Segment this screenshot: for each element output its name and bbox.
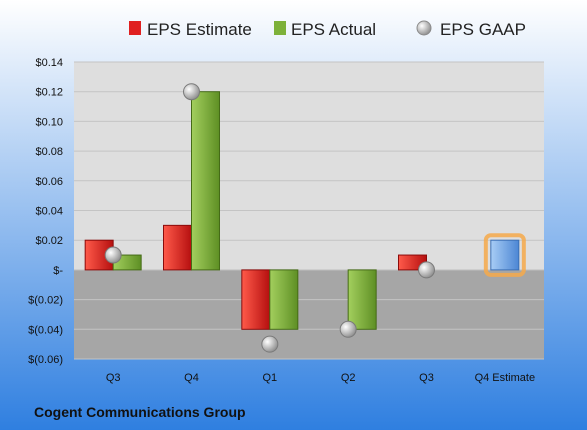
y-tick-label: $0.06 (35, 176, 63, 188)
bar-eps-actual (191, 91, 220, 271)
company-name: Cogent Communications Group (34, 404, 246, 420)
plot-area-negative (74, 269, 544, 359)
y-tick-label: $0.02 (35, 235, 63, 247)
y-tick-label: $(0.02) (28, 295, 63, 307)
point-eps-gaap (339, 320, 357, 338)
legend: EPS Estimate EPS Actual EPS GAAP (129, 20, 526, 39)
x-tick-label: Q4 (184, 372, 199, 384)
x-tick-label: Q3 (419, 372, 434, 384)
bar-eps-actual (269, 269, 299, 330)
legend-swatch-gaap (416, 20, 432, 36)
legend-label-actual: EPS Actual (291, 20, 376, 39)
x-tick-label: Q1 (262, 372, 277, 384)
legend-swatch-actual (274, 21, 286, 35)
point-eps-gaap (104, 246, 122, 264)
x-tick-label: Q2 (341, 372, 356, 384)
legend-swatch-estimate (129, 21, 141, 35)
y-tick-label: $(0.06) (28, 354, 63, 366)
y-tick-label: $(0.04) (28, 324, 63, 336)
bar-future-estimate (490, 239, 520, 271)
x-tick-label: Q4 Estimate (475, 372, 536, 384)
legend-label-gaap: EPS GAAP (440, 20, 526, 39)
y-tick-label: $- (53, 265, 63, 277)
gaap-points (104, 83, 435, 353)
bar-eps-estimate (163, 224, 192, 271)
gridlines (74, 61, 544, 360)
legend-label-estimate: EPS Estimate (147, 20, 252, 39)
y-tick-label: $0.14 (35, 57, 63, 69)
y-axis-labels: $0.14 $0.12 $0.10 $0.08 $0.06 $0.04 $0.02 $- $(0… (28, 57, 63, 366)
x-tick-label: Q3 (106, 372, 121, 384)
bar-eps-estimate (241, 269, 271, 330)
y-tick-label: $0.08 (35, 146, 63, 158)
x-axis-labels: Q3 Q4 Q1 Q2 Q3 Q4 Estimate (106, 372, 535, 384)
y-tick-label: $0.12 (35, 87, 63, 99)
point-eps-gaap (418, 261, 435, 279)
point-eps-gaap (183, 83, 200, 101)
future-estimate-glow (483, 233, 526, 277)
point-eps-gaap (261, 335, 279, 353)
bar-eps-actual (347, 269, 377, 330)
y-tick-label: $0.10 (35, 116, 63, 128)
plot-area-positive (74, 62, 544, 270)
y-tick-label: $0.04 (35, 206, 63, 218)
